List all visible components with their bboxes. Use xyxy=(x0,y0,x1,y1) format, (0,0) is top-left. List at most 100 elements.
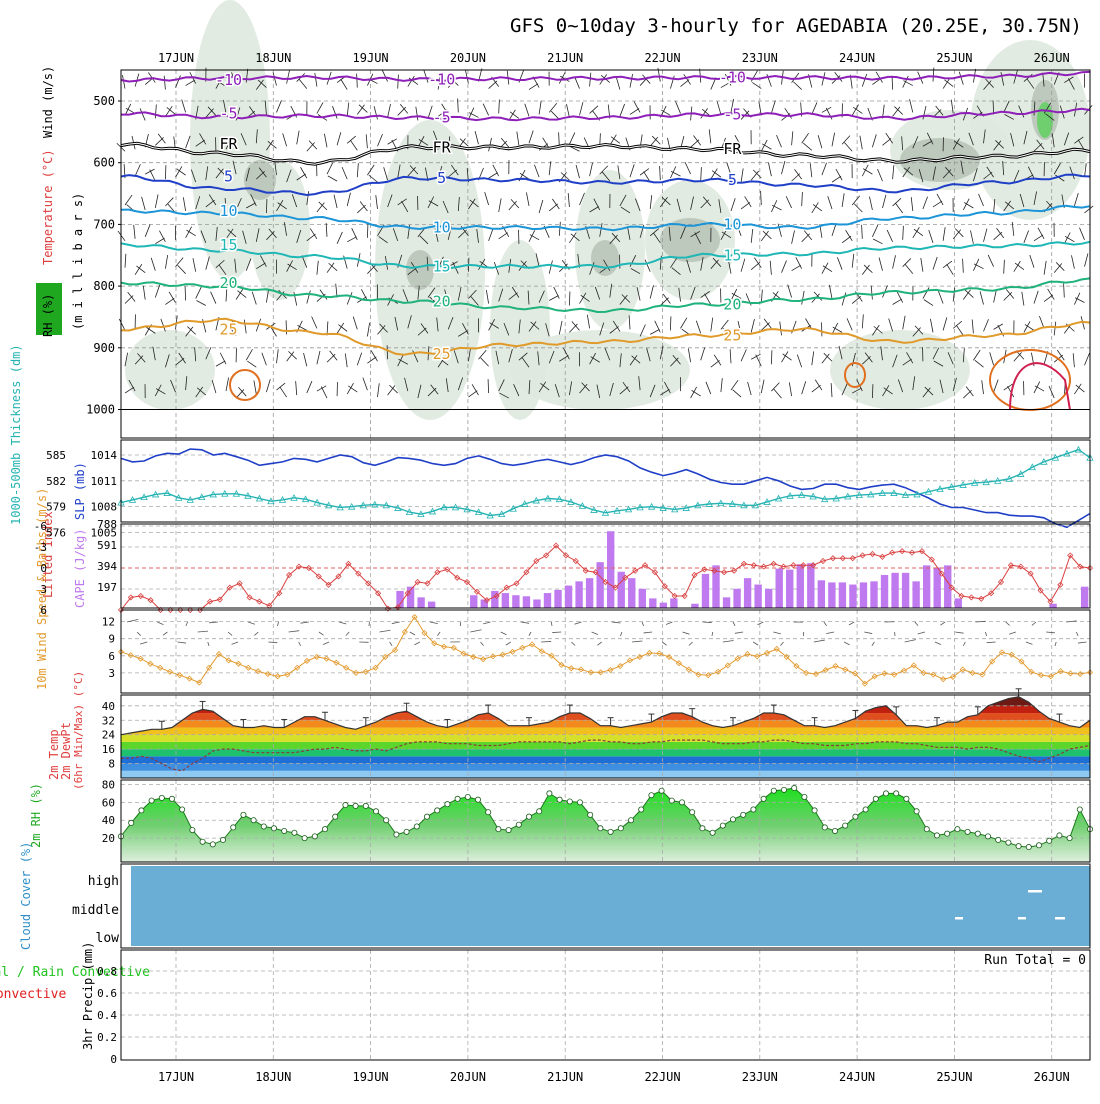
rh-marker xyxy=(975,831,980,836)
wind10-barb xyxy=(483,622,490,624)
rh-marker xyxy=(486,810,491,815)
wind10-barb xyxy=(1032,622,1036,625)
cape-bar xyxy=(828,582,835,608)
cape-tick-label: 788 xyxy=(97,518,117,531)
rh-marker xyxy=(588,812,593,817)
wind10-barb xyxy=(632,641,642,642)
contour-label: -5 xyxy=(433,109,451,127)
wind10-barb xyxy=(506,642,511,645)
pressure-tick-label: 700 xyxy=(93,217,115,231)
bottom-date-label: 25JUN xyxy=(936,1070,972,1084)
rh-marker xyxy=(1006,840,1011,845)
cape-bar xyxy=(797,564,804,608)
li-tick-label: 0 xyxy=(40,562,47,575)
rh-marker xyxy=(312,834,317,839)
rh-marker xyxy=(761,796,766,801)
contour-label: 10 xyxy=(219,202,237,220)
cloud-tick-label: low xyxy=(96,931,120,946)
wind10-barb xyxy=(849,622,854,625)
cape-bar xyxy=(786,570,793,608)
rh-marker xyxy=(720,823,725,828)
wind-barb xyxy=(286,320,287,334)
temp-band xyxy=(121,713,1090,720)
wind10-barb xyxy=(735,632,743,633)
wind10-barb xyxy=(414,642,419,645)
humidity-dark-region xyxy=(406,250,434,290)
wind10-barb xyxy=(551,622,552,626)
contour-label: FR xyxy=(219,135,238,153)
wind10-barb xyxy=(940,622,945,625)
wind10-barb xyxy=(905,640,916,642)
wind10-barb xyxy=(380,630,391,632)
cape-tick-label: 591 xyxy=(97,539,117,552)
temp-tick-label: 8 xyxy=(108,758,115,771)
temp-band xyxy=(121,756,1090,763)
temp-band xyxy=(121,764,1090,771)
cape-bar xyxy=(754,585,761,608)
wind10-barb xyxy=(137,632,141,636)
rh-marker xyxy=(710,830,715,835)
rh-marker xyxy=(894,791,899,796)
temp-tick-label: 32 xyxy=(102,714,115,727)
bottom-date-label: 21JUN xyxy=(547,1070,583,1084)
precip-tick-label: 0.4 xyxy=(97,1009,117,1022)
wind10-barb xyxy=(1055,642,1056,646)
rh-marker xyxy=(1016,844,1021,849)
rh-marker xyxy=(241,812,246,817)
thickness-tick-label: 576 xyxy=(46,526,66,539)
cape-bar xyxy=(923,565,930,608)
wind-barb xyxy=(670,316,671,330)
top-date-label: 26JUN xyxy=(1034,51,1070,65)
rh-marker xyxy=(475,797,480,802)
temp-bands xyxy=(121,695,1090,778)
panel-frame-precip xyxy=(121,950,1090,1060)
wind10-barb xyxy=(703,622,712,623)
cape-bar xyxy=(912,581,919,608)
rh-marker xyxy=(435,808,440,813)
rh-marker xyxy=(322,827,327,832)
wind10-barb xyxy=(268,642,277,643)
rh-tick-label: 40 xyxy=(102,814,115,827)
pressure-tick-label: 1000 xyxy=(86,403,115,417)
rh-marker xyxy=(659,788,664,793)
rh-marker xyxy=(802,794,807,799)
wind10-barb xyxy=(955,632,963,633)
rh-marker xyxy=(914,809,919,814)
precip-tick-label: 0.6 xyxy=(97,987,117,1000)
cloud-gap xyxy=(955,917,963,920)
top-date-label: 19JUN xyxy=(353,51,389,65)
wind10-barb xyxy=(1046,632,1055,633)
wind10-barb xyxy=(470,630,481,632)
rh-marker xyxy=(1047,838,1052,843)
temp-band xyxy=(121,706,1090,713)
wind10-barb xyxy=(157,622,163,625)
wind10-barb xyxy=(826,632,834,634)
top-date-label: 20JUN xyxy=(450,51,486,65)
rh-marker xyxy=(1036,843,1041,848)
wind10-line xyxy=(121,617,1090,684)
cape-bar xyxy=(723,597,730,608)
wind10-barb xyxy=(319,632,324,635)
top-date-label: 22JUN xyxy=(644,51,680,65)
contour-label: 10 xyxy=(433,218,451,236)
wind-barb xyxy=(872,384,873,398)
bottom-date-label: 24JUN xyxy=(839,1070,875,1084)
thickness-tick-label: 582 xyxy=(46,475,66,488)
wind10-barb xyxy=(228,632,232,635)
precip-axis-label: 3hr Precip (mm) xyxy=(81,942,95,1050)
cloud-tick-label: middle xyxy=(72,903,119,918)
wind-barb xyxy=(488,379,489,393)
rh-marker xyxy=(302,836,307,841)
rh-panel-ylabels: 2m RH (%) xyxy=(29,783,43,848)
wind10-barb xyxy=(392,622,400,624)
thickness-tick-label: 579 xyxy=(46,501,66,514)
rh-marker xyxy=(771,788,776,793)
wind-tick-label: 3 xyxy=(108,667,115,680)
contour-label: FR xyxy=(723,140,742,158)
wind10-barb xyxy=(986,632,987,636)
rh-marker xyxy=(282,828,287,833)
wind10-barb xyxy=(529,632,531,636)
temp-band xyxy=(121,771,1090,778)
contour-label: 10 xyxy=(723,215,741,233)
millibars-axis-label: (m i l l i b a r s) xyxy=(71,193,85,330)
